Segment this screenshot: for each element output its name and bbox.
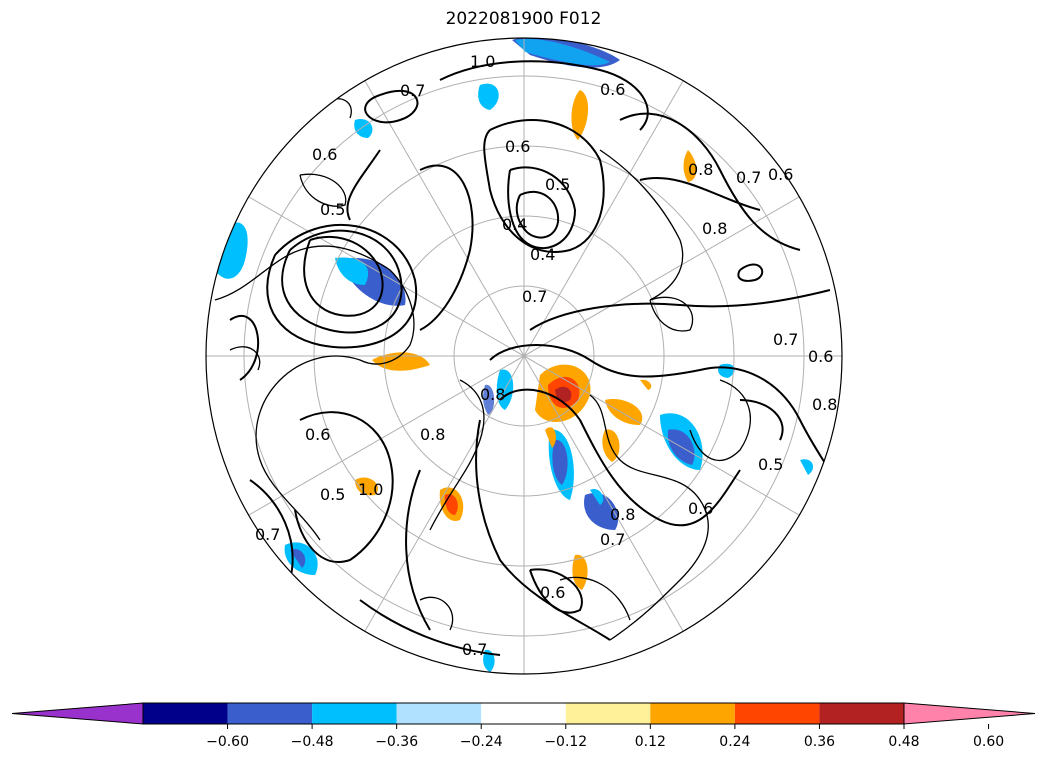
contour-label: 1.0 [470, 52, 495, 71]
colorbar-tick-label: −0.60 [206, 734, 249, 750]
contour-label: 0.6 [305, 425, 330, 444]
contour-label: 0.6 [600, 80, 625, 99]
contour-label: 0.8 [812, 395, 837, 414]
colorbar-extend-high [903, 702, 1036, 725]
colorbar-segment [650, 703, 735, 724]
contour-label: 0.7 [400, 81, 425, 100]
colorbar-tick-label: −0.36 [375, 734, 418, 750]
contour-label: 0.8 [610, 505, 635, 524]
contour-label: 0.4 [502, 215, 527, 234]
contour-label: 0.8 [688, 160, 713, 179]
contour-label: 0.7 [736, 168, 761, 187]
contour-label: 0.6 [505, 137, 530, 156]
colorbar-segment [312, 703, 397, 724]
colorbar-tick-label: −0.12 [544, 734, 587, 750]
contour-label: 0.7 [773, 330, 798, 349]
colorbar-tick-label: −0.24 [460, 734, 503, 750]
contour-label: 0.5 [320, 200, 345, 219]
contour-label: 0.6 [768, 165, 793, 184]
colorbar-segment [565, 703, 651, 724]
contour-label: 0.6 [312, 145, 337, 164]
contour-label: 0.7 [522, 287, 547, 306]
colorbar-tick-label: 0.60 [973, 734, 1004, 750]
colorbar-frame [142, 702, 905, 725]
colorbar-segment [227, 703, 313, 724]
contour-label: 0.6 [688, 499, 713, 518]
colorbar-tick-label: 0.24 [719, 734, 750, 750]
polar-map: 1.0 0.7 0.6 0.5 0.6 0.5 0.4 0.4 0.7 0.8 … [205, 37, 843, 675]
contour-label: 0.7 [255, 525, 280, 544]
contour-label: 0.6 [540, 583, 565, 602]
graticule [206, 38, 842, 674]
contour-label: 0.6 [808, 347, 833, 366]
map-boundary [205, 37, 843, 675]
colorbar-tick-label: 0.36 [804, 734, 835, 750]
contour-label: 0.5 [545, 175, 570, 194]
contour-label: 0.7 [462, 640, 487, 659]
colorbar-segment [143, 703, 228, 724]
contour-label: 1.0 [358, 480, 383, 499]
contour-label: 0.7 [600, 530, 625, 549]
contour-label: 0.5 [320, 485, 345, 504]
contour-label: 0.5 [758, 455, 783, 474]
colorbar-segment [396, 703, 482, 724]
colorbar-segment [481, 703, 566, 724]
colorbar-extend-low [11, 702, 144, 725]
contour-label: 0.4 [530, 245, 555, 264]
colorbar-tick-label: 0.48 [888, 734, 919, 750]
colorbar-tick-label: −0.48 [291, 734, 334, 750]
contour-label: 0.8 [420, 425, 445, 444]
coastlines [214, 98, 751, 641]
contour-lines [229, 60, 842, 656]
colorbar-segment [819, 703, 904, 724]
contour-labels: 1.0 0.7 0.6 0.5 0.6 0.5 0.4 0.4 0.7 0.8 … [255, 52, 837, 659]
contour-label: 0.8 [480, 385, 505, 404]
map-title: 2022081900 F012 [445, 9, 602, 29]
colorbar-segment [734, 703, 820, 724]
colorbar-tick-label: 0.12 [635, 734, 666, 750]
shaded-anomaly-layer [215, 38, 814, 672]
contour-label: 0.8 [702, 219, 727, 238]
